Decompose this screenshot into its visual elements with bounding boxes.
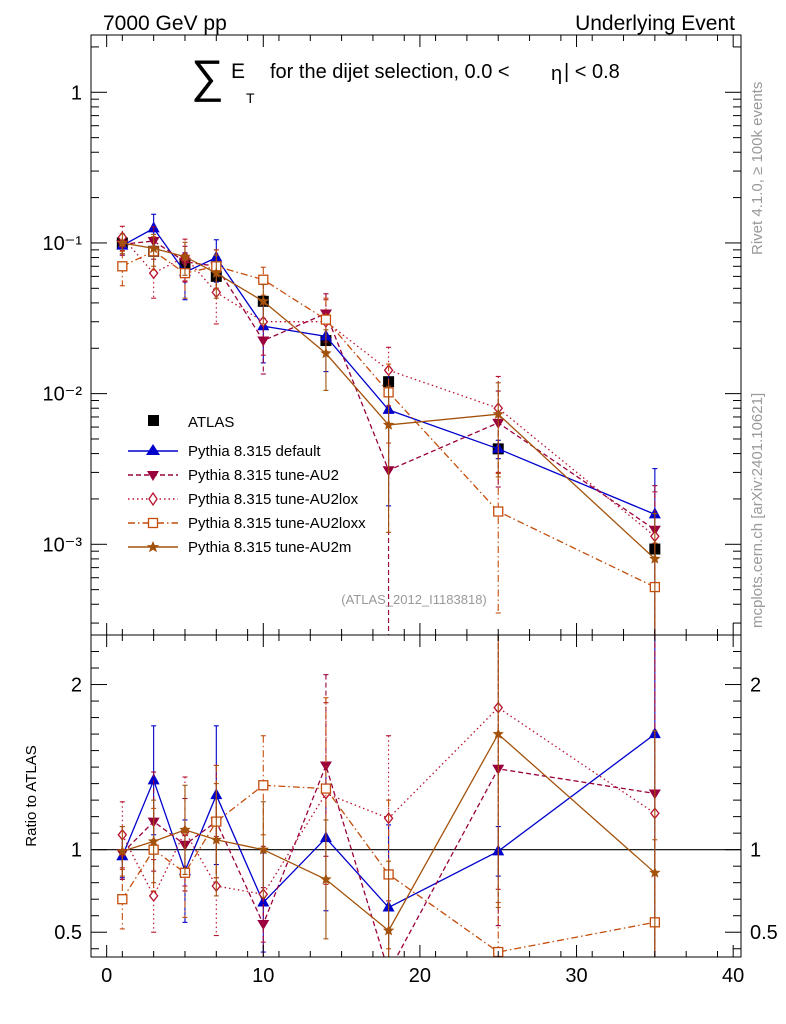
title-end: | < 0.8 xyxy=(564,61,620,83)
ratio-y-tick-label-right: 2 xyxy=(750,675,761,697)
title-sum-symbol: ∑ xyxy=(191,50,224,102)
legend-label-default: Pythia 8.315 default xyxy=(188,443,321,460)
ratio-point-au2m xyxy=(320,873,332,885)
series-au2m xyxy=(116,233,661,635)
ratio-point-au2m xyxy=(116,845,128,857)
x-tick-label: 0 xyxy=(101,965,112,987)
title-subscript: T xyxy=(246,90,255,106)
y-tick-label: 10⁻¹ xyxy=(43,233,83,255)
ratio-y-tick-label-right: 1 xyxy=(750,840,761,862)
legend: ATLAS Pythia 8.315 default Pythia 8.315 … xyxy=(128,414,366,556)
legend-marker-au2loxx xyxy=(147,517,159,529)
legend-entry-au2m: Pythia 8.315 tune-AU2m xyxy=(128,539,351,556)
legend-entry-au2: Pythia 8.315 tune-AU2 xyxy=(128,467,339,484)
legend-entry-au2loxx: Pythia 8.315 tune-AU2loxx xyxy=(128,515,366,532)
data-point-au2loxx xyxy=(320,314,332,325)
title-eta: η xyxy=(551,63,562,85)
ratio-point-au2m xyxy=(257,843,269,855)
title-e: E xyxy=(231,60,245,83)
ratio-y-tick-label: 1 xyxy=(71,840,82,862)
ratio-point-au2 xyxy=(257,919,270,930)
ratio-panel-frame xyxy=(90,634,742,958)
legend-marker-atlas xyxy=(148,415,159,426)
ratio-point-au2m xyxy=(382,924,395,936)
data-point-au2m xyxy=(492,408,504,420)
main-plot-area xyxy=(116,213,661,635)
legend-marker-au2 xyxy=(147,471,159,481)
data-point-au2loxx xyxy=(117,261,128,272)
legend-label-au2lox: Pythia 8.315 tune-AU2lox xyxy=(188,491,359,508)
legend-label-atlas: ATLAS xyxy=(188,414,234,431)
ratio-point-au2loxx xyxy=(117,894,128,905)
ratio-line-au2loxx xyxy=(121,784,656,953)
ratio-y-tick-label: 0.5 xyxy=(54,922,82,944)
data-point-au2m xyxy=(649,552,661,564)
y-tick-label: 1 xyxy=(71,82,82,104)
ratio-line-au2lox xyxy=(121,706,656,898)
y-tick-label: 10⁻³ xyxy=(43,534,83,556)
ratio-point-au2m xyxy=(179,823,191,835)
x-tick-label: 30 xyxy=(565,965,587,987)
legend-label-au2m: Pythia 8.315 tune-AU2m xyxy=(188,539,351,556)
ratio-panel: Ratio to ATLAS xyxy=(23,634,742,978)
legend-entry-default: Pythia 8.315 default xyxy=(128,443,321,460)
ratio-point-au2loxx xyxy=(320,783,332,794)
ratio-series-au2m xyxy=(116,635,661,957)
data-point-au2loxx xyxy=(493,506,504,517)
legend-entry-atlas: ATLAS xyxy=(148,414,234,431)
collision-label: 7000 GeV pp xyxy=(103,12,227,35)
legend-entry-au2lox: Pythia 8.315 tune-AU2lox xyxy=(128,491,359,508)
analysis-label: (ATLAS_2012_I1183818) xyxy=(341,592,487,607)
data-point-au2m xyxy=(210,267,222,278)
title-text: for the dijet selection, 0.0 < xyxy=(270,61,510,83)
ratio-point-au2loxx xyxy=(258,780,269,791)
data-point-au2m xyxy=(116,237,128,248)
axes: 0 10 20 30 40 1 10⁻¹ 10⁻² 10⁻³ 0.5 0.5 1 1 2 2 xyxy=(43,35,778,987)
x-tick-label: 20 xyxy=(409,965,431,987)
legend-marker-au2lox xyxy=(148,491,158,507)
legend-marker-default xyxy=(146,444,160,455)
series-line-au2loxx xyxy=(122,250,656,588)
ratio-point-au2m xyxy=(492,728,504,739)
process-label: Underlying Event xyxy=(575,12,735,35)
plot-title: ∑ E T for the dijet selection, 0.0 < η |… xyxy=(191,50,620,106)
x-tick-label: 10 xyxy=(252,965,274,987)
y-tick-label: 10⁻² xyxy=(43,384,83,406)
legend-label-au2loxx: Pythia 8.315 tune-AU2loxx xyxy=(188,515,366,532)
ratio-point-au2m xyxy=(147,835,160,847)
data-point-au2m xyxy=(147,242,160,254)
main-panel: (ATLAS_2012_I1183818) xyxy=(90,34,742,636)
x-tick-label: 40 xyxy=(722,965,744,987)
ratio-y-tick-label: 2 xyxy=(71,675,82,697)
ratio-plot-area xyxy=(91,635,741,978)
rivet-label: Rivet 4.1.0, ≥ 100k events xyxy=(749,82,766,255)
legend-marker-au2m xyxy=(146,541,160,553)
ratio-point-au2lox xyxy=(148,889,159,902)
data-point-au2loxx xyxy=(258,274,269,285)
ratio-y-tick-label-right: 0.5 xyxy=(750,922,778,944)
ratio-point-au2m xyxy=(649,866,661,878)
data-point-au2m xyxy=(179,250,191,262)
legend-label-au2: Pythia 8.315 tune-AU2 xyxy=(188,467,339,484)
data-point-au2m xyxy=(382,418,395,430)
ratio-y-axis-label: Ratio to ATLAS xyxy=(23,745,40,846)
ratio-point-au2 xyxy=(383,968,395,978)
ratio-point-default xyxy=(147,773,160,785)
mcplots-label: mcplots.cern.ch [arXiv:2401.10621] xyxy=(749,393,766,628)
ratio-point-au2m xyxy=(210,833,222,845)
data-point-au2m xyxy=(257,295,269,307)
data-point-au2m xyxy=(320,347,332,359)
ratio-series-group xyxy=(91,635,741,978)
